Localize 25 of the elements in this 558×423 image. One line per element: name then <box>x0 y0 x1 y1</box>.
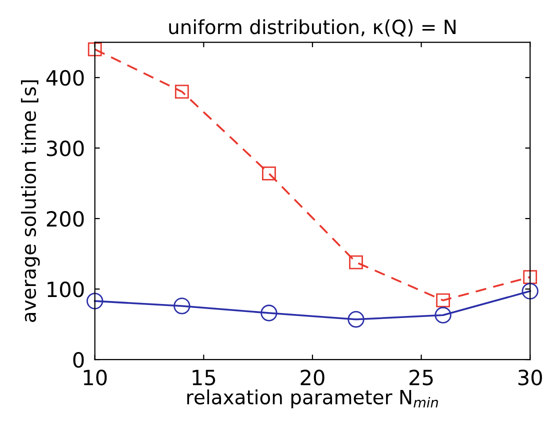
point <box>86 292 104 310</box>
x-tick-label: 15 <box>192 370 216 386</box>
point <box>262 166 276 180</box>
point <box>522 282 538 300</box>
point <box>434 306 452 324</box>
point <box>348 311 364 328</box>
y-tick-label: 300 <box>46 140 84 156</box>
chart-title: uniform distribution, κ(Q) = N <box>169 19 456 37</box>
x-tick-label: 30 <box>518 370 542 386</box>
point <box>436 293 450 308</box>
y-tick-label: 400 <box>46 70 84 86</box>
x-tick-label: 10 <box>84 370 107 386</box>
x-tick-label: 25 <box>410 370 433 386</box>
x-axis-title: relaxation parameter N$_{min}$ <box>187 389 438 408</box>
point <box>174 298 190 314</box>
y-tick-label: 0 <box>73 352 84 368</box>
y-tick-label: 100 <box>48 282 84 298</box>
y-axis-title: average solution time [s] <box>21 80 40 322</box>
point <box>260 304 278 322</box>
point <box>349 255 363 270</box>
y-tick-label: 200 <box>46 211 84 227</box>
point <box>523 270 538 284</box>
point <box>88 42 102 56</box>
x-tick-label: 20 <box>300 370 324 386</box>
point <box>174 84 189 99</box>
